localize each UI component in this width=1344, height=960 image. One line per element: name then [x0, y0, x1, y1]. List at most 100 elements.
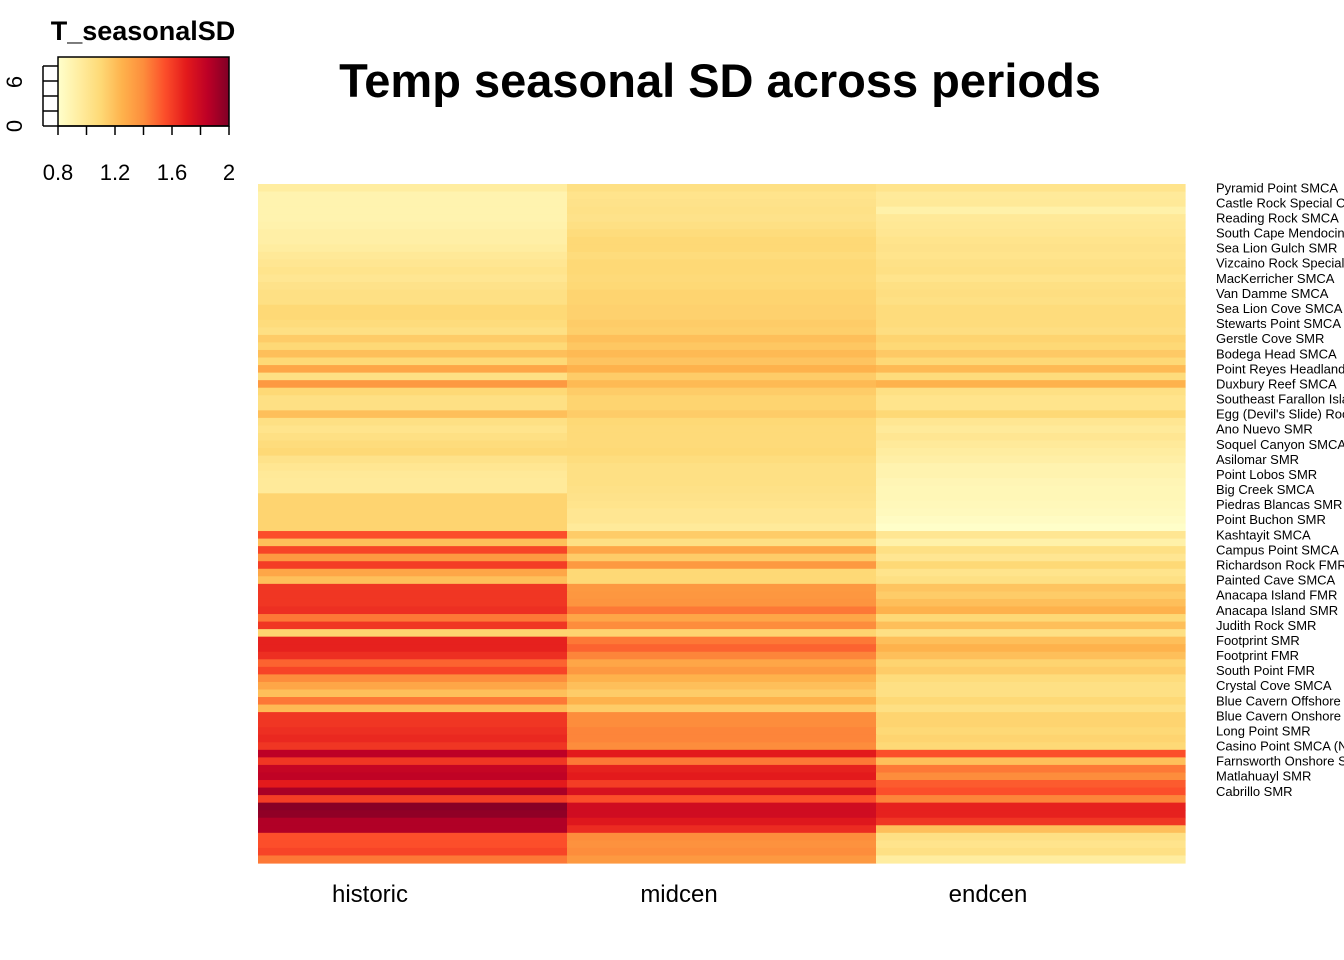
heatmap-cell: [258, 621, 568, 630]
heatmap-cell: [567, 772, 877, 781]
column-labels: historic midcen endcen: [332, 881, 1027, 908]
heatmap-cell: [876, 666, 1186, 675]
legend-tick-label: 1.2: [100, 160, 131, 185]
heatmap-cell: [567, 802, 877, 811]
heatmap-cell: [567, 787, 877, 796]
row-label: Blue Cavern Onshore SMCA: [1216, 708, 1344, 723]
heatmap-cell: [258, 184, 568, 193]
heatmap-cell: [258, 659, 568, 668]
row-label: Big Creek SMCA: [1216, 482, 1315, 497]
row-label: Cabrillo SMR: [1216, 784, 1293, 799]
heatmap-cell: [567, 515, 877, 525]
heatmap-cell: [567, 236, 877, 245]
heatmap-cell: [258, 576, 568, 585]
heatmap-cell: [567, 184, 877, 193]
heatmap-cell: [567, 357, 877, 366]
heatmap-cell: [567, 697, 877, 706]
row-label: Blue Cavern Offshore SMCA: [1216, 693, 1344, 708]
heatmap-cell: [567, 712, 877, 721]
heatmap-cell: [258, 402, 568, 411]
row-label: Point Buchon SMR: [1216, 512, 1326, 527]
heatmap-cell: [258, 425, 568, 434]
legend-tick-label: 1.6: [157, 160, 188, 185]
heatmap-cell: [258, 742, 568, 751]
heatmap-cell: [876, 659, 1186, 668]
row-label: Casino Point SMCA (No-Take): [1216, 739, 1344, 754]
heatmap-cell: [258, 772, 568, 781]
heatmap-cell: [567, 629, 877, 638]
heatmap-cell: [258, 583, 568, 592]
heatmap-cell: [876, 334, 1186, 344]
row-label: Soquel Canyon SMCA: [1216, 437, 1344, 452]
heatmap-cell: [258, 674, 568, 683]
heatmap-cell: [258, 191, 568, 200]
heatmap-cell: [567, 538, 877, 547]
heatmap-cell: [567, 621, 877, 630]
heatmap-cell: [876, 810, 1186, 819]
heatmap-cell: [567, 485, 877, 494]
heatmap-cell: [258, 651, 568, 660]
heatmap-cell: [567, 327, 877, 336]
heatmap-cell: [876, 704, 1186, 713]
heatmap-cell: [876, 349, 1186, 359]
heatmap-cell: [258, 666, 568, 675]
row-label: Footprint FMR: [1216, 648, 1299, 663]
heatmap-cell: [567, 342, 877, 351]
row-label: Piedras Blancas SMR: [1216, 497, 1342, 512]
heatmap-cell: [258, 244, 568, 253]
heatmap-cell: [876, 598, 1186, 608]
heatmap-cell: [567, 704, 877, 713]
heatmap-cell: [876, 553, 1186, 562]
heatmap-cell: [258, 531, 568, 540]
heatmap-cell: [567, 795, 877, 804]
row-label: Ano Nuevo SMR: [1216, 422, 1313, 437]
heatmap-cell: [567, 674, 877, 683]
heatmap-cell: [876, 644, 1186, 653]
heatmap-cell: [567, 598, 877, 608]
heatmap-cell: [258, 493, 568, 502]
legend-tick-label: 0.8: [43, 160, 74, 185]
heatmap-cell: [876, 674, 1186, 683]
heatmap-cell: [258, 251, 568, 261]
heatmap-cell: [876, 802, 1186, 811]
heatmap-cell: [258, 417, 568, 427]
heatmap-cell: [567, 334, 877, 344]
row-label: Stewarts Point SMCA: [1216, 316, 1341, 331]
heatmap-cell: [567, 199, 877, 208]
heatmap-cell: [876, 780, 1186, 789]
heatmap-cell: [567, 553, 877, 562]
heatmap-cell: [876, 734, 1186, 743]
heatmap-cell: [258, 832, 568, 841]
column-label: historic: [332, 881, 408, 908]
column-label: midcen: [640, 881, 717, 908]
heatmap-cell: [567, 742, 877, 751]
heatmap-cell: [567, 455, 877, 464]
heatmap-cell: [567, 840, 877, 849]
heatmap-cell: [876, 221, 1186, 230]
heatmap-cell: [876, 591, 1186, 600]
heatmap-cell: [876, 402, 1186, 411]
row-label: Reading Rock SMCA: [1216, 210, 1339, 225]
heatmap-cell: [567, 523, 877, 532]
heatmap-cell: [876, 825, 1186, 834]
heatmap-cell: [876, 251, 1186, 261]
heatmap-cell: [567, 689, 877, 698]
heatmap-cell: [876, 817, 1186, 826]
heatmap-cell: [567, 810, 877, 819]
heatmap-cell: [258, 448, 568, 457]
row-label: Castle Rock Special Closure: [1216, 195, 1344, 210]
heatmap-cell: [567, 659, 877, 668]
heatmap-cell: [258, 810, 568, 819]
heatmap-cell: [258, 847, 568, 857]
heatmap-cell: [258, 840, 568, 849]
heatmap-cell: [876, 312, 1186, 321]
heatmap-cell: [876, 485, 1186, 494]
heatmap-cell: [567, 817, 877, 826]
heatmap-cell: [876, 855, 1186, 864]
heatmap-cell: [567, 749, 877, 758]
heatmap-cell: [567, 493, 877, 502]
heatmap-cell: [567, 349, 877, 359]
row-label: Painted Cave SMCA: [1216, 573, 1336, 588]
heatmap-cell: [258, 598, 568, 608]
